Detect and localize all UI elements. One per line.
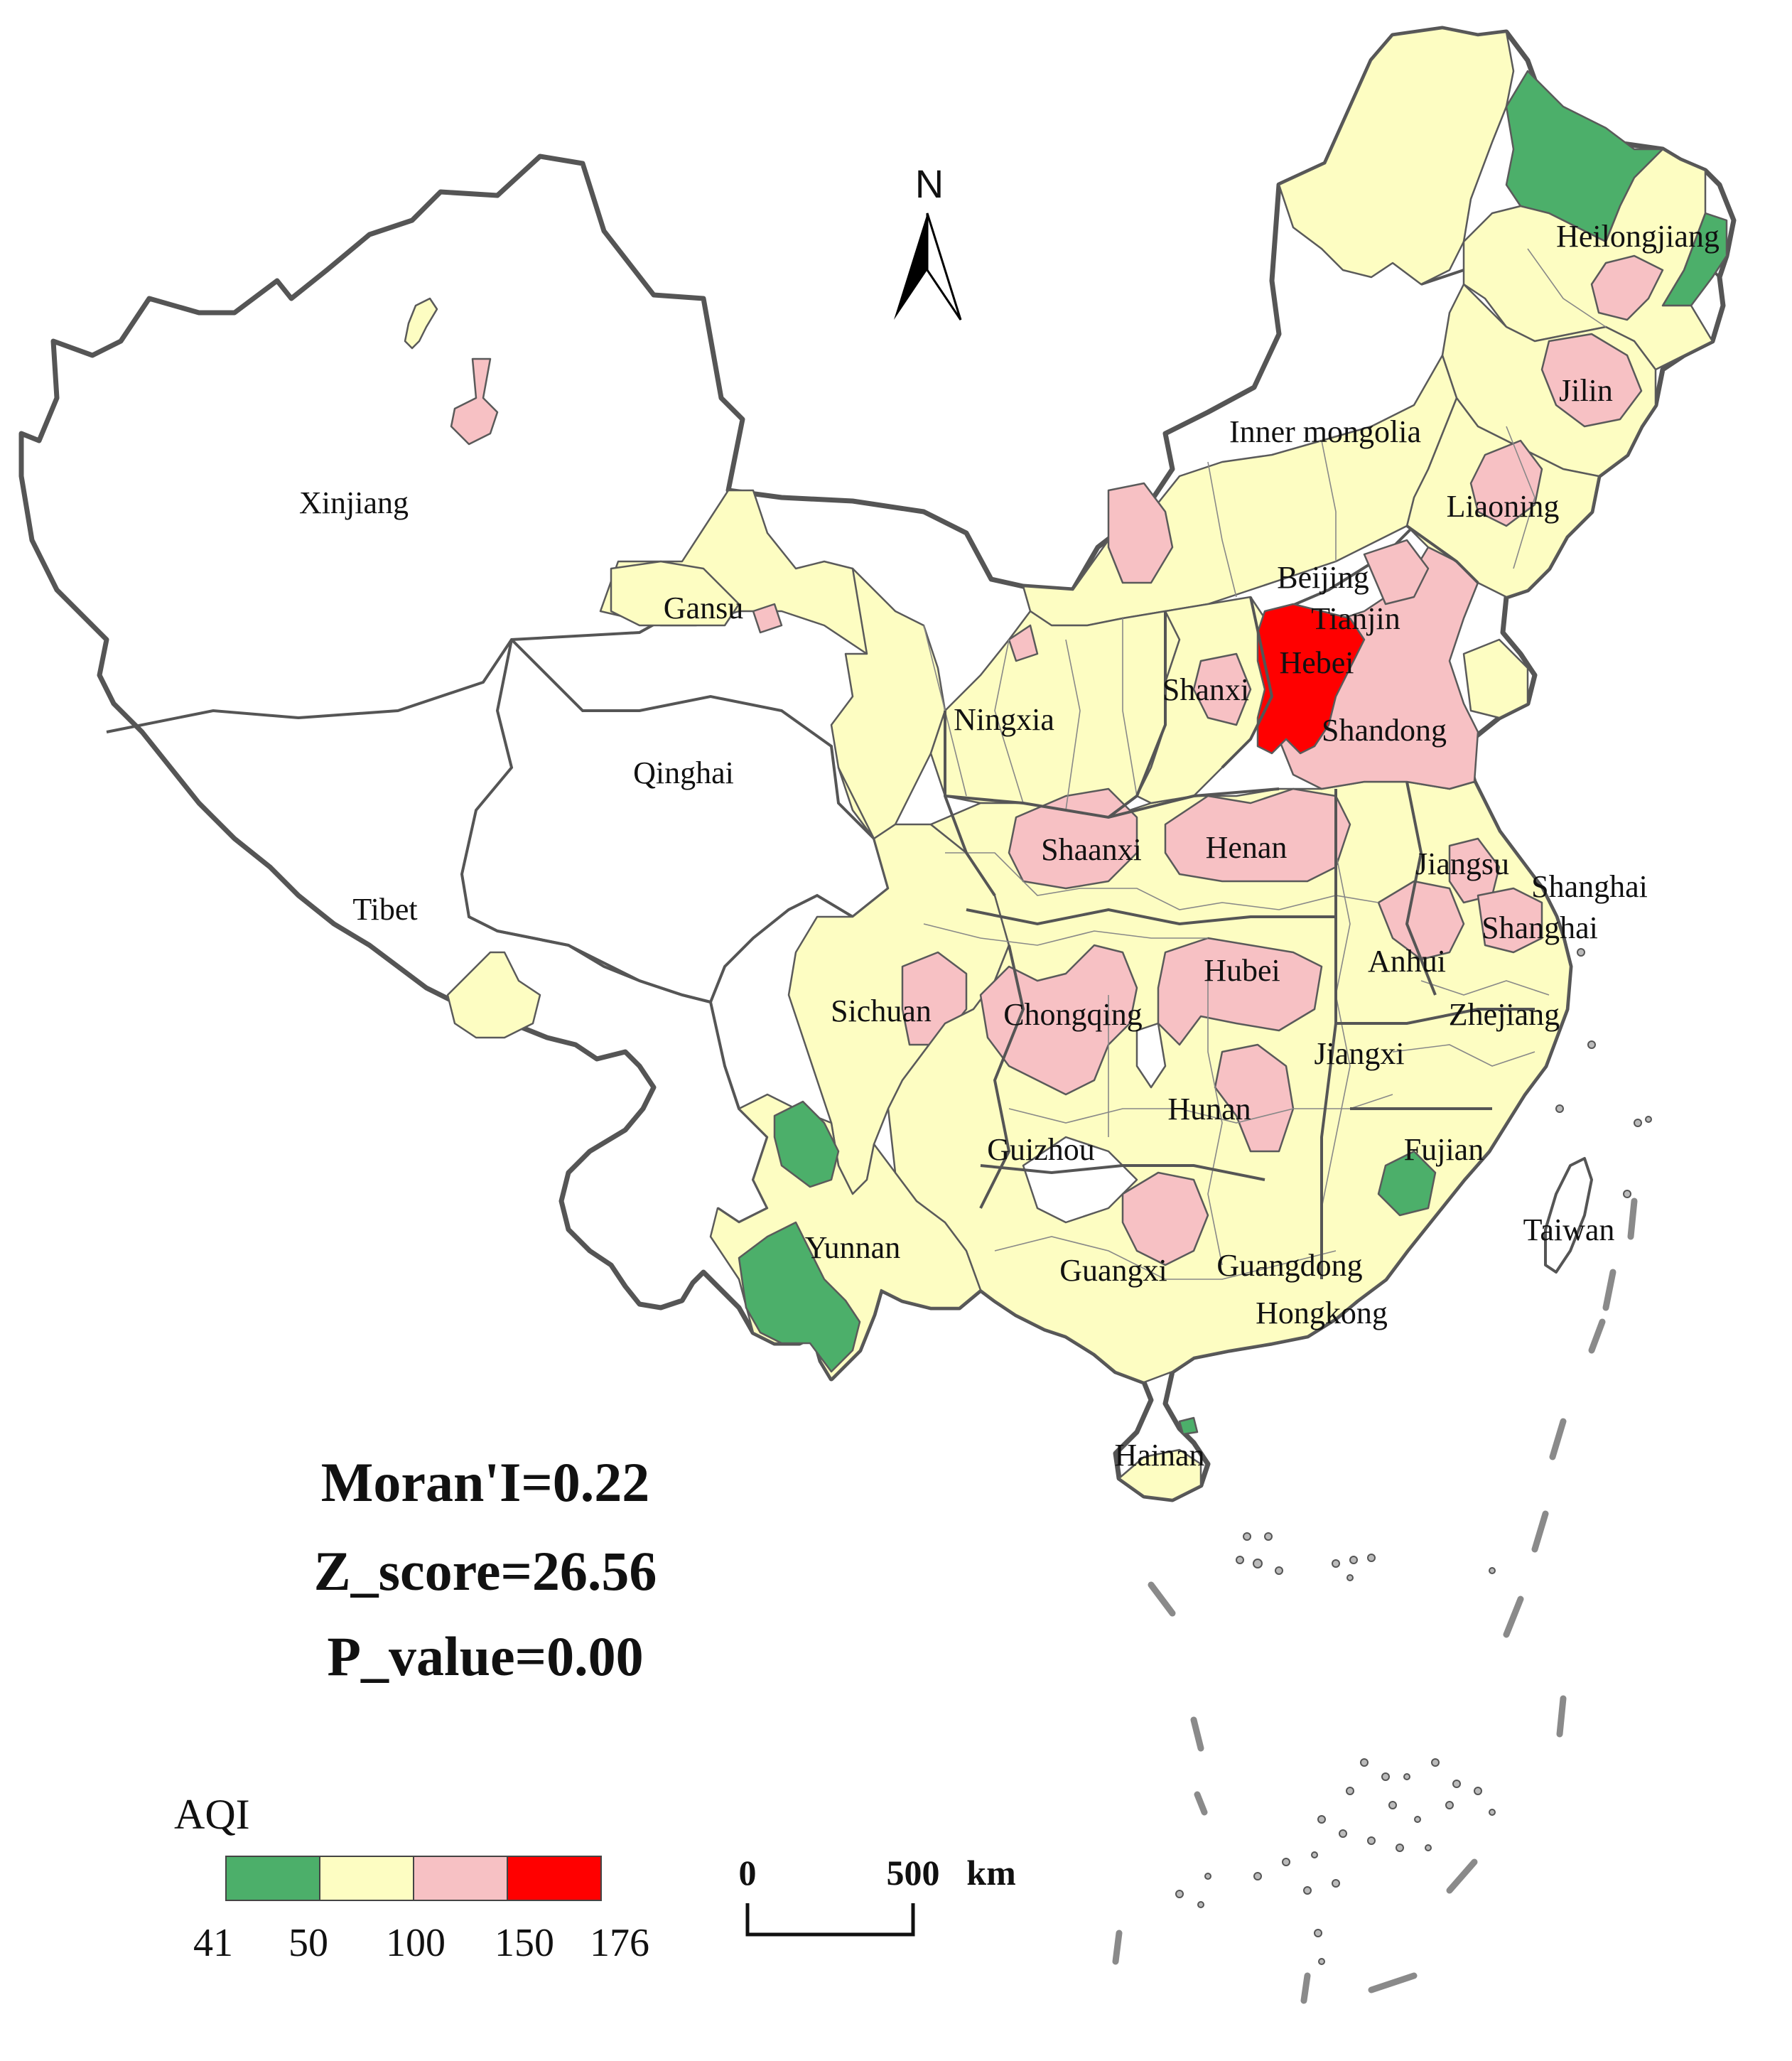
stat-moran: Moran'I=0.22 <box>321 1451 650 1513</box>
legend-swatch-41-50 <box>225 1856 320 1901</box>
label-sichuan: Sichuan <box>831 994 932 1028</box>
label-chongqing: Chongqing <box>1003 997 1143 1032</box>
legend-swatch-100-150 <box>413 1856 508 1901</box>
province-borders <box>944 524 1535 1279</box>
region-heilongjiang-pink <box>1590 254 1664 321</box>
scale-unit: km <box>966 1853 1015 1893</box>
label-hongkong: Hongkong <box>1256 1296 1388 1330</box>
region-hebei-red <box>1256 603 1366 755</box>
region-fujian-green <box>1377 1150 1437 1217</box>
region-chongqing-pink <box>979 944 1138 1096</box>
legend-ticks: 41 50 100 150 176 <box>193 1921 649 1965</box>
label-hainan: Hainan <box>1114 1438 1204 1473</box>
north-arrow-label: N <box>915 161 944 206</box>
legend-tick-100: 100 <box>386 1921 446 1965</box>
legend-swatch-150-176 <box>507 1856 602 1901</box>
label-hebei: Hebei <box>1279 645 1354 680</box>
region-xinjiang-yellow <box>404 297 438 350</box>
legend-title: AQI <box>174 1791 250 1838</box>
region-yunnan-green-south <box>738 1221 861 1373</box>
label-guangdong: Guangdong <box>1216 1248 1362 1283</box>
label-liaoning: Liaoning <box>1447 489 1560 524</box>
label-jilin: Jilin <box>1559 373 1613 408</box>
label-yunnan: Yunnan <box>805 1230 900 1265</box>
label-qinghai: Qinghai <box>633 755 734 790</box>
stat-p-value: P_value=0.00 <box>327 1625 643 1687</box>
region-yunnan-green-north <box>773 1100 840 1188</box>
aqi-legend: AQI 41 50 100 150 176 <box>174 1791 649 1965</box>
region-anhui-pink <box>1377 880 1465 961</box>
region-shaanxi-pink <box>1008 787 1138 890</box>
region-shandong-east <box>1462 638 1529 719</box>
label-fujian: Fujian <box>1404 1132 1484 1167</box>
label-ningxia: Ningxia <box>954 702 1054 737</box>
label-gansu: Gansu <box>664 591 743 625</box>
label-shanghai-1: Shanghai <box>1531 869 1648 904</box>
label-guizhou: Guizhou <box>987 1132 1095 1167</box>
region-shanxi-pink <box>1192 652 1252 726</box>
scale-start-label: 0 <box>739 1853 757 1893</box>
label-anhui: Anhui <box>1368 944 1446 979</box>
north-arrow: N <box>894 161 962 321</box>
scale-bar: 0 500 km <box>739 1853 1016 1937</box>
south-china-sea-islands <box>1175 1532 1496 1965</box>
moran-statistics: Moran'I=0.22 Z_score=26.56 P_value=0.00 <box>314 1451 657 1687</box>
region-jilin-pink <box>1540 333 1643 428</box>
taiwan-island <box>1544 1157 1593 1274</box>
label-zhejiang: Zhejiang <box>1449 997 1560 1032</box>
label-shanghai-2: Shanghai <box>1481 910 1598 945</box>
label-jiangxi: Jiangxi <box>1314 1036 1404 1071</box>
label-tianjin: Tianjin <box>1311 601 1400 636</box>
province-labels: Xinjiang Tibet Qinghai Gansu Inner mongo… <box>299 219 1720 1473</box>
legend-tick-50: 50 <box>288 1921 328 1965</box>
label-inner-mongolia: Inner mongolia <box>1229 414 1421 449</box>
region-guangxi-pink <box>1121 1171 1209 1266</box>
region-liaoning-coast-pink <box>1363 539 1430 606</box>
south-china-sea-line <box>1112 1198 1638 2004</box>
region-gansu-pink <box>752 603 783 634</box>
stat-z-score: Z_score=26.56 <box>314 1540 657 1602</box>
legend-tick-176: 176 <box>590 1921 649 1965</box>
label-shanxi: Shanxi <box>1162 672 1249 707</box>
label-hubei: Hubei <box>1204 953 1280 988</box>
prefecture-lines <box>923 248 1607 1280</box>
label-shaanxi: Shaanxi <box>1041 832 1142 867</box>
region-hubei-pink <box>1157 937 1323 1046</box>
coastal-islets <box>1555 948 1652 1198</box>
region-hainan-green <box>1178 1416 1199 1436</box>
legend-swatch-50-100 <box>319 1856 414 1901</box>
region-hainan <box>1118 1448 1202 1501</box>
label-shandong: Shandong <box>1322 713 1447 748</box>
label-guangxi: Guangxi <box>1059 1253 1167 1288</box>
region-tibet-yellow <box>446 951 541 1039</box>
qinghai-boundary <box>460 638 890 1004</box>
label-heilongjiang: Heilongjiang <box>1556 219 1720 254</box>
region-inner-mongolia-pink <box>1107 482 1174 584</box>
region-liaoning-pink <box>1469 439 1543 527</box>
scale-bar-line <box>745 1903 915 1937</box>
label-taiwan: Taiwan <box>1523 1212 1615 1247</box>
label-henan: Henan <box>1206 830 1288 865</box>
region-ningxia-pink <box>1008 624 1039 662</box>
region-hunan-pink <box>1214 1043 1295 1153</box>
label-jiangsu: Jiangsu <box>1415 846 1509 881</box>
label-beijing: Beijing <box>1277 560 1369 595</box>
label-xinjiang: Xinjiang <box>299 485 409 520</box>
label-tibet: Tibet <box>352 892 417 927</box>
legend-swatches <box>225 1856 602 1901</box>
region-gansu-far-west <box>610 560 740 627</box>
region-inner-mongolia-ne <box>1278 27 1515 286</box>
region-xinjiang-pink <box>450 357 499 446</box>
legend-tick-41: 41 <box>193 1921 233 1965</box>
label-hunan: Hunan <box>1167 1092 1251 1126</box>
scale-end-label: 500 <box>887 1853 940 1893</box>
region-hunan-gap <box>1135 1022 1167 1089</box>
region-shanghai-pink <box>1477 887 1543 954</box>
legend-tick-150: 150 <box>495 1921 554 1965</box>
